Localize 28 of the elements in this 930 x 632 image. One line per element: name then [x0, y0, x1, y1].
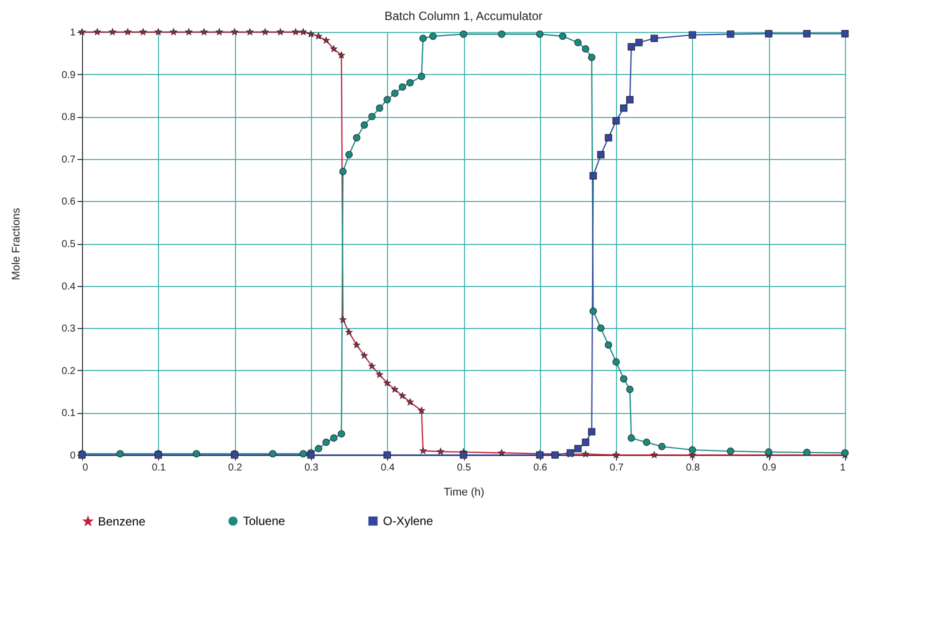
- x-tick-label: 0: [82, 462, 88, 474]
- y-tick-label: 0.3: [62, 324, 76, 335]
- legend-label: Benzene: [98, 514, 146, 528]
- x-tick-label: 0.8: [686, 462, 700, 474]
- x-tick-label: 0.7: [610, 462, 624, 474]
- x-tick-label: 0.4: [380, 462, 396, 474]
- legend-label: O-Xylene: [383, 514, 434, 528]
- y-tick-label: 0.8: [62, 112, 76, 124]
- x-tick-label: 1: [840, 462, 846, 474]
- legend-label: Toluene: [243, 514, 286, 528]
- x-tick-label: 0.1: [152, 462, 166, 474]
- x-tick-label: 0.2: [228, 462, 242, 474]
- y-tick-label: 0.2: [62, 366, 76, 377]
- y-tick-label: 0.7: [62, 154, 76, 166]
- y-tick-label: 0.5: [62, 239, 76, 250]
- x-tick-label: 0.3: [304, 462, 319, 474]
- y-tick-label: 0: [70, 450, 76, 462]
- y-axis-title: Mole Fractions: [10, 207, 23, 280]
- x-tick-label: 0.5: [457, 462, 472, 474]
- y-tick-label: 0.6: [62, 196, 76, 208]
- y-tick-label: 1: [70, 28, 76, 38]
- y-tick-label: 0.4: [62, 281, 76, 292]
- x-tick-label: 0.9: [762, 462, 777, 474]
- y-tick-label: 0.9: [62, 70, 76, 81]
- x-tick-label: 0.6: [533, 462, 548, 474]
- chart-title: Batch Column 1, Accumulator: [384, 9, 543, 23]
- x-axis-title: Time (h): [444, 486, 484, 498]
- y-tick-label: 0.1: [62, 408, 76, 420]
